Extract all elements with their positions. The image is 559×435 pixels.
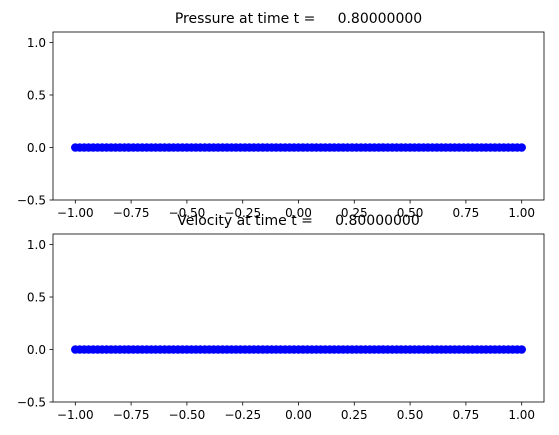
x-tick-label: −0.50 <box>169 408 206 422</box>
x-tick-label: −0.75 <box>113 408 150 422</box>
x-tick-label: −1.00 <box>57 408 94 422</box>
chart-title: Pressure at time t = 0.80000000 <box>175 11 422 27</box>
y-tick-label: −0.5 <box>17 395 46 409</box>
x-tick-label: 0.75 <box>453 206 480 220</box>
y-tick-label: 1.0 <box>27 238 46 252</box>
x-tick-label: 0.00 <box>285 206 312 220</box>
x-tick-label: 0.50 <box>397 206 424 220</box>
pressure-subplot: −1.00 −0.75 −0.50 −0.25 0.00 0.25 0.50 0.75 1.00… <box>17 11 545 220</box>
y-tick-label: 0.0 <box>27 343 46 357</box>
y-tick-label: 0.5 <box>27 88 46 102</box>
x-tick-label: −0.25 <box>224 408 261 422</box>
x-tick-label: 0.50 <box>397 408 424 422</box>
y-tick-label: 0.0 <box>27 141 46 155</box>
chart-title: Velocity at time t = 0.80000000 <box>177 213 420 229</box>
velocity-subplot: −1.00 −0.75 −0.50 −0.25 0.00 0.25 0.50 0.75 1.00… <box>17 213 545 422</box>
y-tick-label: 1.0 <box>27 36 46 50</box>
data-point <box>517 345 526 354</box>
x-tick-label: −0.25 <box>224 206 261 220</box>
x-tick-label: −1.00 <box>57 206 94 220</box>
y-tick-label: −0.5 <box>17 193 46 207</box>
x-tick-label: 0.75 <box>453 408 480 422</box>
x-tick-label: 1.00 <box>508 408 535 422</box>
y-tick-label: 0.5 <box>27 290 46 304</box>
x-tick-label: 1.00 <box>508 206 535 220</box>
x-tick-label: −0.50 <box>169 206 206 220</box>
x-tick-label: 0.25 <box>341 206 368 220</box>
x-tick-label: −0.75 <box>113 206 150 220</box>
data-point <box>517 143 526 152</box>
x-tick-label: 0.00 <box>285 408 312 422</box>
x-tick-label: 0.25 <box>341 408 368 422</box>
